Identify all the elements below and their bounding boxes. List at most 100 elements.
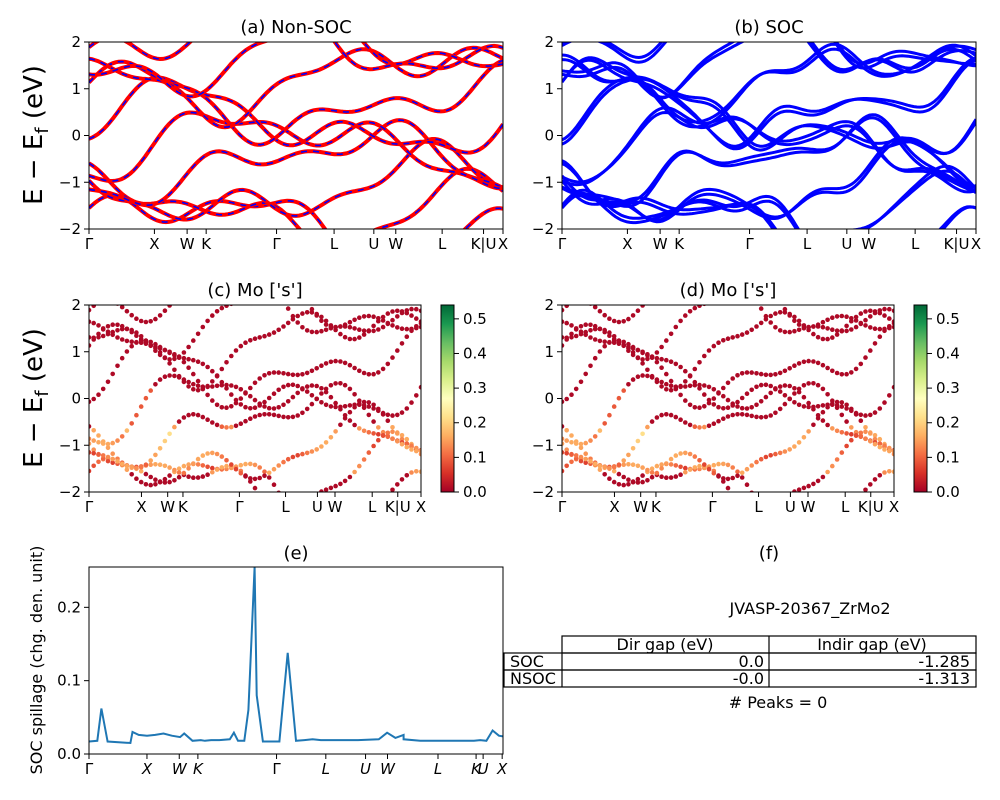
projection-point <box>338 331 343 337</box>
projection-point <box>153 477 158 483</box>
projection-point <box>792 489 797 492</box>
projection-point <box>863 487 868 492</box>
projection-point <box>404 326 410 332</box>
projection-point <box>891 384 894 390</box>
y-tick-label: 1 <box>544 80 554 98</box>
projection-point <box>659 356 664 362</box>
projection-point <box>844 314 849 320</box>
projection-point <box>89 436 92 442</box>
projection-point <box>110 460 115 466</box>
projection-point <box>186 412 191 418</box>
projection-point <box>418 319 421 324</box>
projection-point <box>262 412 267 417</box>
projection-point <box>328 359 334 365</box>
projection-point <box>399 326 405 332</box>
projection-point <box>386 493 391 498</box>
colorbar-tick-label: 0.2 <box>463 414 487 432</box>
projection-point <box>214 422 220 428</box>
projection-point <box>796 389 802 395</box>
x-tick-label: X <box>889 498 899 516</box>
projection-point <box>607 412 612 418</box>
projection-point <box>134 339 139 345</box>
projection-point <box>361 402 367 408</box>
projection-point <box>749 405 754 410</box>
projection-point <box>376 316 381 321</box>
projection-point <box>562 319 565 324</box>
projection-point <box>357 398 362 404</box>
x-tick-label: X <box>496 760 508 778</box>
projection-point <box>115 459 120 464</box>
projection-point <box>796 327 802 333</box>
x-tick-label: X <box>971 235 981 253</box>
projection-point <box>243 474 248 479</box>
projection-point <box>758 306 764 311</box>
projection-point <box>224 463 229 469</box>
projection-point <box>352 317 357 323</box>
projection-point <box>110 440 115 446</box>
projection-point <box>749 413 754 419</box>
projection-point <box>626 452 631 458</box>
projection-point <box>777 310 783 315</box>
projection-point <box>673 386 679 392</box>
projection-point <box>834 457 840 462</box>
projection-point <box>124 326 130 332</box>
projection-point <box>248 338 253 343</box>
projection-point <box>195 383 201 389</box>
projection-point <box>602 465 607 471</box>
projection-point <box>181 470 187 476</box>
panel-c-projected-bands: 210−1−2Γ X W K Γ L U W L K|U X <box>59 296 426 516</box>
projection-point <box>200 361 206 367</box>
projection-point <box>749 387 754 393</box>
projection-point <box>849 437 854 443</box>
panel-a-title: (a) Non-SOC <box>240 17 351 38</box>
projection-point <box>640 479 645 485</box>
projection-point <box>683 469 688 475</box>
x-tick-label: X <box>416 498 426 516</box>
projection-point <box>891 469 894 474</box>
projection-point <box>659 344 664 350</box>
projection-point <box>376 408 381 414</box>
projection-point <box>252 380 258 386</box>
projection-point <box>891 308 894 314</box>
projection-point <box>276 370 282 375</box>
projection-point <box>376 425 381 430</box>
projection-point <box>611 468 617 474</box>
projection-point <box>853 324 859 330</box>
band-line <box>89 193 503 229</box>
projection-point <box>399 477 405 482</box>
projection-point <box>238 396 244 401</box>
projection-point <box>725 476 731 482</box>
projection-point <box>777 406 783 412</box>
projection-point <box>219 379 225 385</box>
projection-point <box>119 337 125 342</box>
projection-point <box>825 317 830 323</box>
panel-a-band-structure: 210−1−2Γ X W K Γ L U W L K|U X <box>59 33 508 253</box>
projection-point <box>276 413 282 419</box>
colorbar-tick-label: 0.3 <box>936 379 960 397</box>
x-tick-label: Γ <box>272 235 281 253</box>
projection-point <box>872 341 878 346</box>
projection-point <box>825 365 830 371</box>
projection-point <box>205 451 210 456</box>
projection-point <box>347 409 353 415</box>
projection-point <box>588 438 593 443</box>
projection-point <box>706 400 712 406</box>
projection-point <box>782 449 788 454</box>
projection-point <box>562 468 565 474</box>
projection-point <box>621 458 626 463</box>
x-tick-label: Γ <box>558 235 567 253</box>
projection-point <box>285 415 291 420</box>
projection-point <box>849 370 854 375</box>
projection-point <box>659 365 664 371</box>
projection-point <box>200 324 206 330</box>
projection-point <box>611 479 617 485</box>
projection-point <box>100 441 106 446</box>
projection-point <box>153 316 158 322</box>
band-line-dashed <box>89 138 503 221</box>
projection-point <box>195 331 201 337</box>
projection-point <box>664 387 669 392</box>
projection-point <box>749 490 754 492</box>
projection-point <box>309 393 315 398</box>
projection-point <box>148 458 153 463</box>
projection-point <box>390 355 395 360</box>
